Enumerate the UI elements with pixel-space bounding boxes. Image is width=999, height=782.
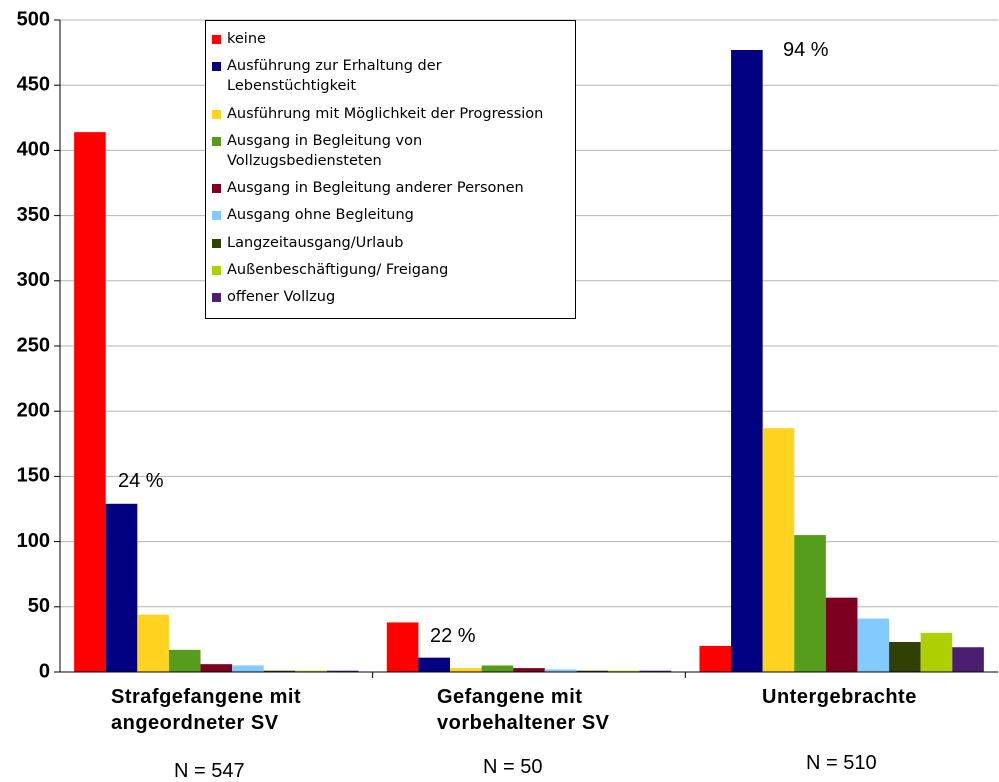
legend-swatch: [212, 62, 221, 72]
y-tick-label: 450: [17, 73, 50, 95]
y-tick-label: 500: [17, 8, 50, 30]
legend-item: Ausführung zur Erhaltung der Lebenstücht…: [212, 56, 571, 96]
legend-swatch: [212, 109, 221, 119]
y-tick-label: 300: [17, 269, 50, 291]
y-tick-label: 200: [17, 399, 50, 421]
legend-label: Außenbeschäftigung/ Freigang: [227, 262, 449, 279]
bar: [731, 49, 763, 672]
legend-label: keine: [227, 31, 266, 47]
y-tick-label: 350: [17, 204, 50, 226]
n-label: N = 547: [174, 760, 245, 782]
legend-item: Ausgang ohne Begleitung: [212, 205, 571, 225]
bar: [857, 618, 890, 672]
bar: [386, 622, 419, 672]
bar: [481, 665, 514, 672]
legend-item: Ausgang in Begleitung anderer Personen: [212, 178, 571, 198]
annotation: 94 %: [783, 39, 829, 61]
y-tick-label: 400: [17, 139, 50, 161]
legend-label: offener Vollzug: [227, 289, 336, 306]
n-label: N = 510: [806, 752, 877, 774]
legend-swatch: [212, 211, 221, 221]
bar: [889, 642, 921, 672]
bar: [450, 668, 482, 672]
annotation: 22 %: [430, 625, 476, 647]
y-tick-label: 50: [28, 595, 50, 617]
bar: [608, 670, 640, 672]
y-tick-label: 250: [17, 334, 50, 356]
bar: [418, 657, 450, 672]
legend-swatch: [212, 136, 221, 146]
y-tick-label: 150: [17, 465, 50, 487]
bar: [105, 503, 138, 672]
legend-swatch: [212, 266, 221, 276]
y-tick-label: 100: [17, 530, 50, 552]
legend-label: Langzeitausgang/Urlaub: [227, 234, 404, 251]
legend-label: Ausgang in Begleitung von Vollzugsbedien…: [227, 132, 423, 169]
bar: [513, 668, 545, 672]
legend-swatch: [212, 35, 221, 44]
legend-swatch: [212, 184, 221, 194]
y-tick-label: 0: [39, 660, 50, 682]
legend: keine Ausführung zur Erhaltung der Lebens…: [205, 20, 576, 319]
legend-swatch: [212, 293, 221, 303]
legend-item: Ausführung mit Möglichkeit der Progressi…: [212, 104, 571, 124]
legend-item: Langzeitausgang/Urlaub: [212, 233, 571, 253]
bar: [952, 647, 984, 672]
bar: [762, 428, 795, 672]
bar: [74, 132, 106, 673]
bar: [920, 632, 953, 672]
x-tick-label: Gefangene mit vorbehaltener SV: [437, 686, 610, 734]
bar: [639, 670, 672, 672]
legend-label: Ausgang in Begleitung anderer Personen: [227, 180, 524, 197]
n-label: N = 50: [483, 756, 543, 778]
legend-label: Ausführung zur Erhaltung der Lebenstücht…: [227, 58, 442, 95]
bar: [232, 665, 264, 672]
annotation: 24 %: [118, 470, 164, 492]
bar: [825, 597, 858, 672]
legend-item: offener Vollzug: [212, 287, 571, 307]
legend-item: Außenbeschäftigung/ Freigang: [212, 260, 571, 280]
x-tick-label: Strafgefangene mit angeordneter SV: [111, 686, 302, 734]
bar: [794, 535, 826, 672]
x-tick-label: Untergebrachte: [762, 686, 917, 708]
bar: [295, 670, 327, 672]
bar: [699, 645, 732, 672]
bar: [326, 670, 359, 672]
legend-label: Ausführung mit Möglichkeit der Progressi…: [227, 105, 544, 122]
bar: [168, 649, 201, 672]
legend-swatch: [212, 238, 221, 248]
legend-label: Ausgang ohne Begleitung: [227, 207, 414, 224]
legend-item: keine: [212, 29, 571, 49]
bar: [137, 614, 169, 672]
bar: [263, 670, 296, 672]
bar: [200, 664, 233, 672]
legend-item: Ausgang in Begleitung von Vollzugsbedien…: [212, 131, 571, 171]
bar: [576, 670, 608, 672]
bar: [544, 669, 577, 672]
